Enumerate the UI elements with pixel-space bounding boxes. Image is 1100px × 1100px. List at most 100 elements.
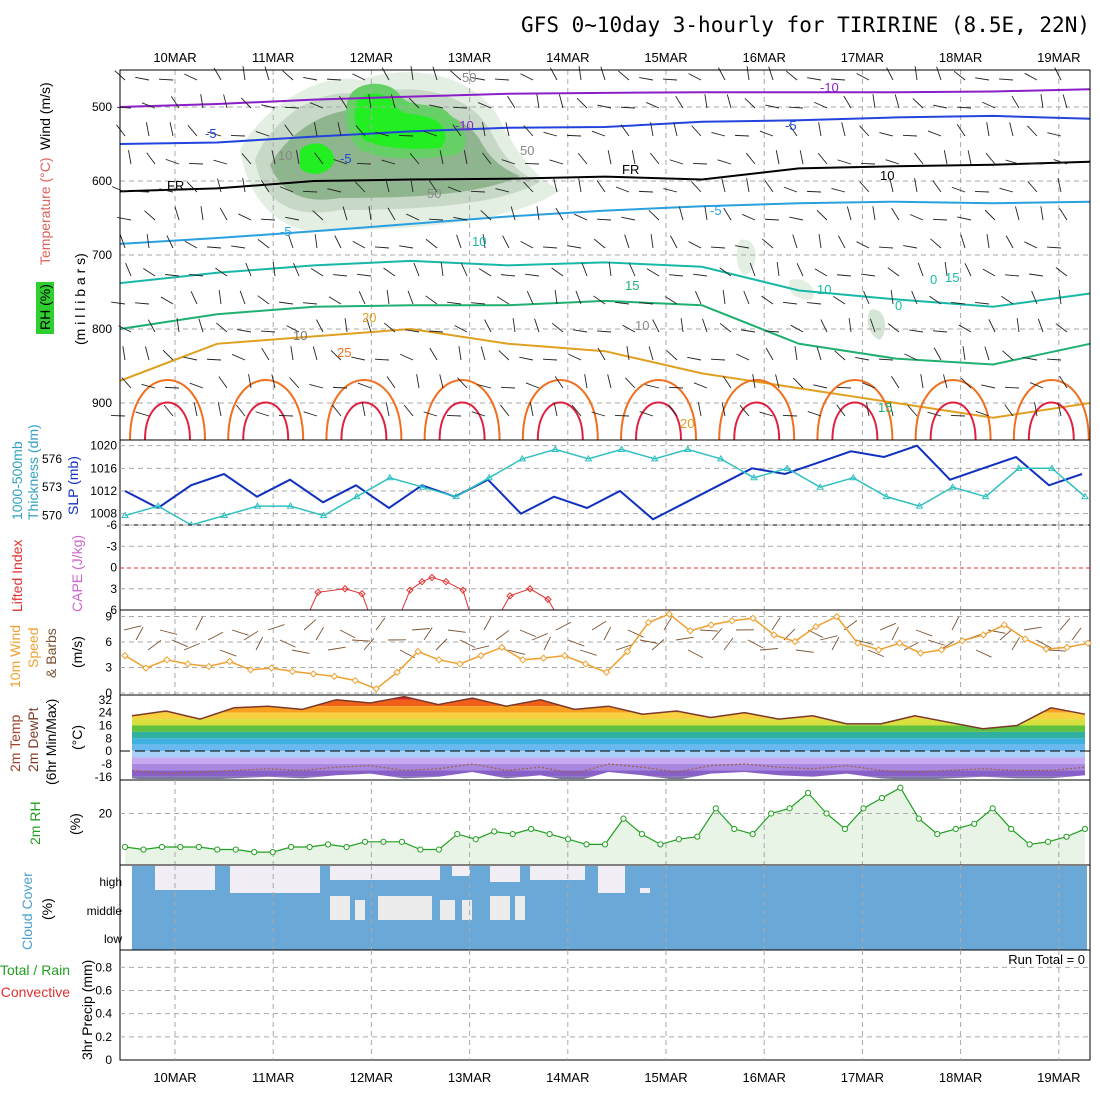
warm-arc (325, 379, 403, 441)
wind-barb (460, 263, 468, 277)
thickness-marker (584, 454, 593, 462)
stability-tick-label: -6 (106, 518, 117, 532)
wind-barb (302, 190, 318, 193)
wind-speed-marker (812, 622, 820, 631)
wind-barb (837, 235, 846, 249)
rh2m-marker (786, 805, 793, 812)
rh2m-marker (288, 843, 295, 851)
wind-barb (957, 216, 972, 221)
thickness-label-a: 1000-500mb (9, 441, 25, 520)
temperature-tick-label: 32 (99, 693, 113, 707)
wind-barb (981, 384, 996, 389)
rh2m-marker (269, 849, 276, 856)
wind-barb (463, 150, 468, 165)
rh2m-markers (121, 784, 1089, 856)
wind-barb (512, 318, 516, 333)
slp-label: SLP (mb) (65, 456, 81, 515)
wind-barb (843, 95, 852, 109)
wind-barb (217, 178, 222, 193)
temp2m-label-a: 2m Temp (7, 714, 23, 772)
wind-barb (218, 376, 228, 389)
wind-barb (405, 329, 420, 333)
wind-barb (1016, 318, 1020, 333)
wind-barb (429, 347, 438, 361)
wind-barb (856, 241, 870, 249)
wind-barb (956, 124, 966, 137)
pressure-label: (m i l l i b a r s) (72, 253, 88, 345)
rh2m-marker (952, 825, 959, 833)
wind-barb (911, 290, 918, 305)
wind-barb (206, 358, 222, 361)
wind-barb (1059, 207, 1068, 221)
wind-barb (739, 405, 750, 417)
wind-barb (578, 178, 582, 193)
upper-grid (120, 70, 1090, 440)
rh2m-marker (472, 836, 479, 843)
wind-barb (375, 131, 390, 137)
rh2m-marker (860, 805, 867, 812)
wind-barb (207, 131, 222, 137)
middle-cloud-gaps (330, 896, 525, 920)
wind-barb (1029, 273, 1044, 277)
wind-barb (652, 319, 660, 333)
wind-barb (385, 402, 390, 417)
wind-barb (260, 218, 276, 221)
wind-barb (403, 404, 414, 417)
thickness-marker (352, 492, 361, 500)
wind-barb (352, 73, 366, 81)
wind-barb (745, 152, 756, 165)
wind-barb (337, 122, 342, 137)
thickness-markers (121, 445, 1089, 528)
high-cloud-gaps (155, 866, 650, 893)
wind-barb (383, 322, 396, 333)
wind-speed-marker (581, 660, 590, 668)
rh2m-marker (934, 830, 941, 838)
wind-speed-marker (330, 672, 339, 681)
wind-barb (471, 77, 486, 81)
wind-barb (358, 291, 366, 305)
wind-barb (368, 206, 372, 221)
wind-barb (293, 262, 300, 277)
wind-barb (861, 382, 876, 389)
wind-speed-marker (895, 639, 904, 647)
bottom-date-label: 12MAR (350, 1070, 393, 1085)
pressure-axis: 500 600 700 800 900 (92, 100, 112, 410)
rh2m-marker (1044, 838, 1052, 845)
wind-barb (834, 350, 846, 361)
precip-label-c: 3hr Precip (mm) (79, 960, 95, 1060)
wind-barb (334, 235, 342, 249)
wind10m-barb (639, 639, 658, 644)
contour-label: 10 (293, 328, 307, 343)
wind-barb (279, 186, 294, 193)
wind-barb (141, 102, 156, 109)
bottom-date-labels: 10MAR 11MAR 12MAR 13MAR 14MAR 15MAR 16MAR 17MAR… (153, 1070, 1080, 1085)
wind-barb (962, 346, 966, 361)
wind-tick-label: 6 (105, 635, 112, 649)
wind-barb (872, 94, 876, 109)
thickness-marker (121, 511, 129, 519)
wind-speed-marker (728, 617, 736, 625)
stability-tick-label: 3 (110, 582, 117, 596)
wind-barb (649, 152, 660, 165)
rh2m-marker (657, 841, 664, 848)
wind-barb (576, 97, 588, 109)
wind-speed-marker (602, 668, 611, 676)
precip-tick-label: 0 (105, 1053, 112, 1067)
wind-barb (176, 318, 180, 333)
thickness-marker (452, 492, 460, 500)
wind-barb (1011, 95, 1020, 109)
wind-barb (309, 102, 324, 109)
wind-barb (529, 402, 534, 417)
wind10m-barb (651, 639, 665, 651)
wind10m-barb (183, 642, 201, 651)
wind-barb (765, 104, 780, 109)
wind-barb (890, 290, 894, 305)
wind-barb (145, 122, 150, 137)
wind-barb (309, 384, 324, 389)
wind-barb (428, 180, 438, 193)
wind10m-barb (363, 638, 375, 651)
wind-barb (158, 78, 174, 81)
lifted-index-line (309, 588, 369, 611)
